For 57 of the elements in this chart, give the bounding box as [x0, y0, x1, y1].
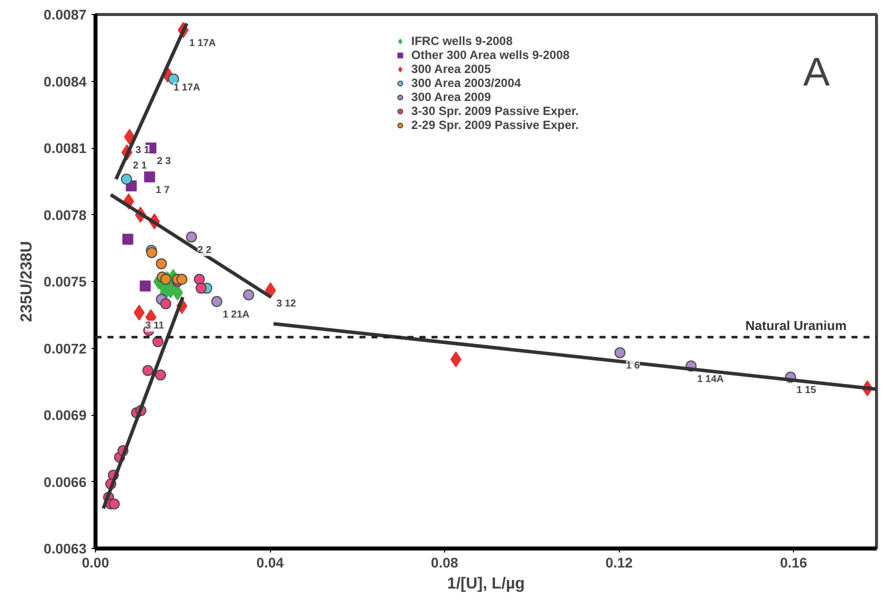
point [140, 280, 151, 292]
point [211, 296, 222, 308]
y-tick-label: 0.0072 [44, 340, 87, 356]
annotation: 1 6 [626, 360, 640, 372]
ref-line-label: Natural Uranium [745, 318, 847, 334]
legend-label: Other 300 Area wells 9-2008 [411, 48, 570, 62]
legend-label: IFRC wells 9-2008 [411, 34, 513, 48]
x-tick-label: 0.04 [256, 554, 284, 570]
point [155, 369, 166, 380]
y-tick-label: 0.0087 [44, 6, 87, 22]
annotation: 1 14A [697, 374, 724, 386]
point [243, 289, 254, 300]
x-axis-title: 1/[U], L/µg [447, 576, 525, 592]
point [160, 298, 172, 310]
x-tick-label: 0.00 [82, 554, 110, 570]
annotation: 1 17A [189, 38, 216, 50]
legend-label: 300 Area 2003/2004 [411, 76, 521, 90]
point [156, 258, 167, 270]
y-tick-label: 0.0069 [44, 407, 87, 423]
point [176, 274, 188, 285]
y-tick-label: 0.0078 [44, 206, 87, 223]
point [122, 234, 134, 245]
point [194, 274, 205, 285]
y-tick-label: 0.0063 [44, 540, 87, 556]
annotation: 2 3 [156, 156, 172, 167]
point [168, 74, 180, 85]
x-tick-label: 0.08 [430, 554, 458, 570]
annotation: 3 12 [276, 298, 296, 310]
point [160, 274, 172, 285]
point [142, 365, 154, 376]
annotation: A [803, 50, 830, 94]
x-tick-label: 0.12 [605, 554, 633, 570]
y-tick-label: 0.0084 [44, 73, 87, 90]
point [614, 347, 626, 358]
point [146, 247, 158, 258]
y-tick-label: 0.0075 [44, 274, 87, 290]
annotation: 2 1 [132, 160, 148, 172]
annotation: 1 17A [173, 82, 200, 94]
legend-label: 300 Area 2005 [411, 62, 491, 76]
annotation: 1 21A [222, 310, 250, 321]
annotation: 1 7 [156, 184, 170, 196]
legend-label: 3-30 Spr. 2009 Passive Exper. [411, 104, 579, 118]
annotation: 2 2 [197, 245, 212, 256]
x-tick-label: 0.16 [780, 554, 808, 570]
point [186, 232, 197, 242]
point [196, 282, 207, 294]
y-tick-label: 0.0081 [44, 140, 87, 156]
y-axis-title: 235U/238U [18, 241, 36, 322]
point [108, 498, 120, 510]
annotation: 3 1 [136, 144, 150, 156]
legend-label: 300 Area 2009 [411, 90, 491, 104]
annotation: 3 11 [145, 320, 164, 332]
y-tick-label: 0.0066 [44, 474, 87, 490]
point [120, 174, 132, 185]
point [144, 171, 156, 182]
legend-label: 2-29 Spr. 2009 Passive Exper. [411, 118, 579, 132]
annotation: 1 15 [796, 385, 816, 396]
